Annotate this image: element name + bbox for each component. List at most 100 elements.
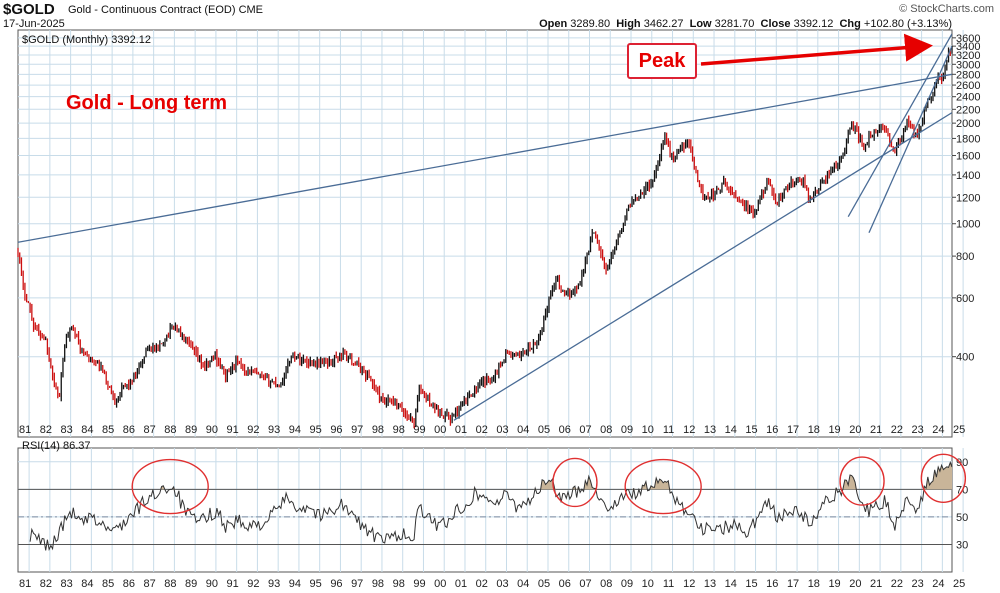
- x-tick-label-rsi: 24: [932, 578, 944, 590]
- x-tick-label-price: 06: [559, 424, 571, 436]
- x-tick-label-rsi: 90: [206, 578, 218, 590]
- y-tick-label: 3200: [956, 50, 980, 62]
- rsi-peak-circle: [920, 453, 967, 504]
- x-tick-label-rsi: 88: [164, 578, 176, 590]
- x-tick-label-price: 11: [663, 424, 674, 436]
- x-tick-label-rsi: 81: [19, 578, 31, 590]
- y-tick-label: 1000: [956, 219, 980, 231]
- price-legend: $GOLD (Monthly) 3392.12: [22, 34, 152, 46]
- x-tick-label-rsi: 93: [268, 578, 280, 590]
- price-candles: [17, 46, 953, 429]
- x-tick-label-rsi: 12: [683, 578, 695, 590]
- y-tick-label: 2000: [956, 118, 980, 130]
- rsi-y-tick-label: 50: [956, 512, 968, 524]
- y-tick-label: 2600: [956, 80, 980, 92]
- x-tick-label-rsi: 95: [310, 578, 322, 590]
- x-tick-label-price: 09: [621, 424, 633, 436]
- x-tick-label-price: 87: [144, 424, 156, 436]
- x-tick-label-price: 93: [268, 424, 280, 436]
- x-tick-label-rsi: 18: [808, 578, 820, 590]
- x-tick-label-price: 02: [476, 424, 488, 436]
- x-tick-label-price: 22: [891, 424, 903, 436]
- x-tick-label-price: 18: [808, 424, 820, 436]
- x-tick-label-price: 83: [60, 424, 72, 436]
- x-tick-label-rsi: 21: [870, 578, 882, 590]
- x-tick-label-price: 07: [579, 424, 591, 436]
- x-tick-label-rsi: 96: [330, 578, 342, 590]
- x-tick-label-rsi: 17: [787, 578, 799, 590]
- x-tick-label-rsi: 82: [40, 578, 52, 590]
- x-tick-label-price: 13: [704, 424, 716, 436]
- x-tick-label-price: 90: [206, 424, 218, 436]
- x-tick-label-rsi: 15: [745, 578, 757, 590]
- x-tick-label-rsi: 07: [579, 578, 591, 590]
- x-tick-label-rsi: 98: [393, 578, 405, 590]
- x-tick-label-price: 88: [164, 424, 176, 436]
- x-tick-label-price: 98: [393, 424, 405, 436]
- x-tick-label-rsi: 22: [891, 578, 903, 590]
- y-tick-label: 2400: [956, 92, 980, 104]
- x-tick-label-price: 97: [351, 424, 363, 436]
- price-panel: [17, 29, 953, 438]
- x-tick-label-rsi: 09: [621, 578, 633, 590]
- y-tick-label: 800: [956, 251, 974, 263]
- y-tick-label: 2800: [956, 69, 980, 81]
- x-tick-label-rsi: 11: [663, 578, 674, 590]
- x-tick-label-price: 96: [330, 424, 342, 436]
- y-tick-label: 2200: [956, 104, 980, 116]
- x-tick-label-price: 92: [247, 424, 259, 436]
- rsi-panel: [17, 447, 953, 573]
- x-tick-label-rsi: 01: [455, 578, 467, 590]
- x-tick-label-rsi: 84: [81, 578, 93, 590]
- x-tick-label-rsi: 02: [476, 578, 488, 590]
- x-tick-label-rsi: 99: [413, 578, 425, 590]
- x-tick-label-price: 24: [932, 424, 944, 436]
- x-tick-label-rsi: 03: [496, 578, 508, 590]
- y-tick-label: 1800: [956, 133, 980, 145]
- rsi-y-tick-label: 30: [956, 539, 968, 551]
- instrument-name: Gold - Continuous Contract (EOD) CME: [68, 4, 264, 16]
- rsi-legend: RSI(14) 86.37: [22, 440, 91, 452]
- x-tick-label-rsi: 92: [247, 578, 259, 590]
- rsi-peak-circle: [552, 457, 598, 508]
- x-tick-label-rsi: 14: [725, 578, 737, 590]
- y-tick-label: 3600: [956, 33, 980, 45]
- x-tick-label-rsi: 85: [102, 578, 114, 590]
- x-tick-label-price: 19: [828, 424, 840, 436]
- trend-line: [868, 45, 952, 233]
- x-tick-label-price: 94: [289, 424, 301, 436]
- x-tick-label-price: 10: [642, 424, 654, 436]
- x-tick-label-rsi: 05: [538, 578, 550, 590]
- y-tick-label: 600: [956, 293, 974, 305]
- rsi-peak-circle: [624, 458, 702, 515]
- x-tick-label-price: 05: [538, 424, 550, 436]
- x-tick-label-price: 04: [517, 424, 529, 436]
- x-tick-label-rsi: 25: [953, 578, 965, 590]
- x-tick-label-price: 98: [372, 424, 384, 436]
- x-tick-label-price: 86: [123, 424, 135, 436]
- x-tick-label-price: 03: [496, 424, 508, 436]
- rsi-y-tick-label: 90: [956, 457, 968, 469]
- y-tick-label: 1600: [956, 151, 980, 163]
- x-tick-label-price: 20: [849, 424, 861, 436]
- x-tick-label-price: 91: [227, 424, 239, 436]
- x-tick-label-rsi: 13: [704, 578, 716, 590]
- x-tick-label-price: 82: [40, 424, 52, 436]
- x-tick-label-price: 95: [310, 424, 322, 436]
- peak-arrow: [700, 33, 933, 66]
- peak-annotation: Peak: [627, 43, 697, 79]
- y-tick-label: 1400: [956, 170, 980, 182]
- trend-line: [453, 112, 952, 421]
- x-tick-label-price: 89: [185, 424, 197, 436]
- x-tick-label-rsi: 04: [517, 578, 529, 590]
- symbol-title: $GOLD: [3, 1, 55, 18]
- x-tick-label-rsi: 23: [911, 578, 923, 590]
- y-tick-label: 3000: [956, 59, 980, 71]
- x-tick-label-rsi: 94: [289, 578, 301, 590]
- x-tick-label-rsi: 86: [123, 578, 135, 590]
- x-tick-label-price: 25: [953, 424, 965, 436]
- stockcharts-credit: © StockCharts.com: [899, 3, 994, 15]
- trend-line: [847, 33, 952, 217]
- x-tick-label-rsi: 06: [559, 578, 571, 590]
